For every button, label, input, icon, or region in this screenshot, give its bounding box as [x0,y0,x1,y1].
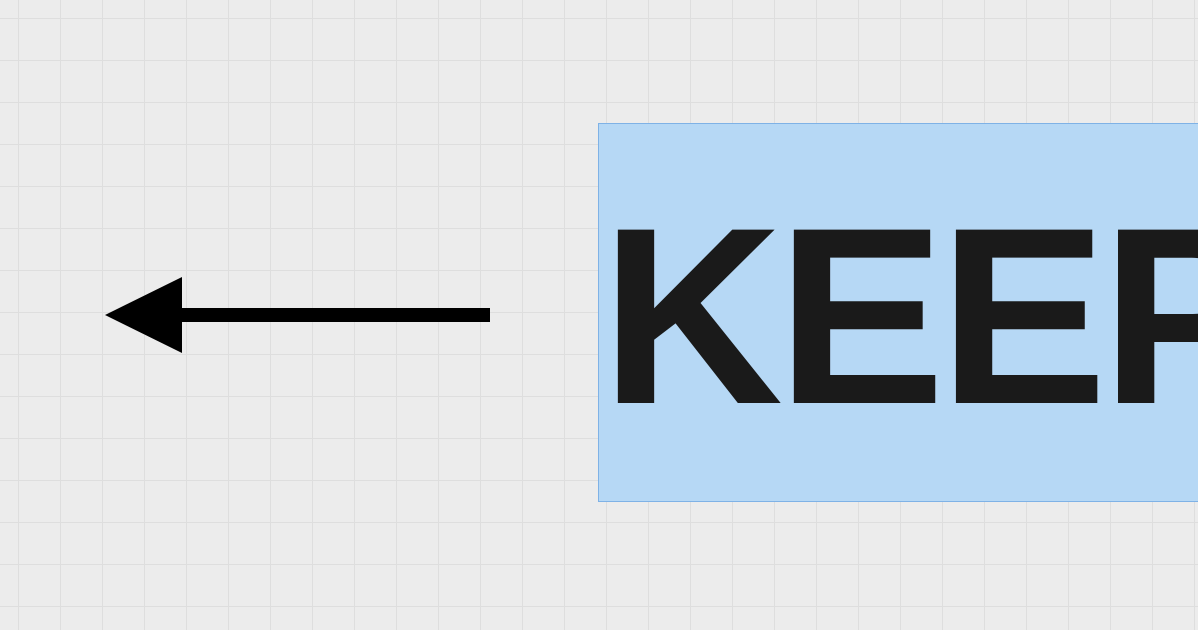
arrow-left-icon[interactable] [100,270,500,360]
arrow-shaft [160,308,490,322]
arrow-head [105,277,182,353]
text-selection-box[interactable]: KEEP [598,123,1198,502]
keep-text[interactable]: KEEP [601,176,1198,457]
